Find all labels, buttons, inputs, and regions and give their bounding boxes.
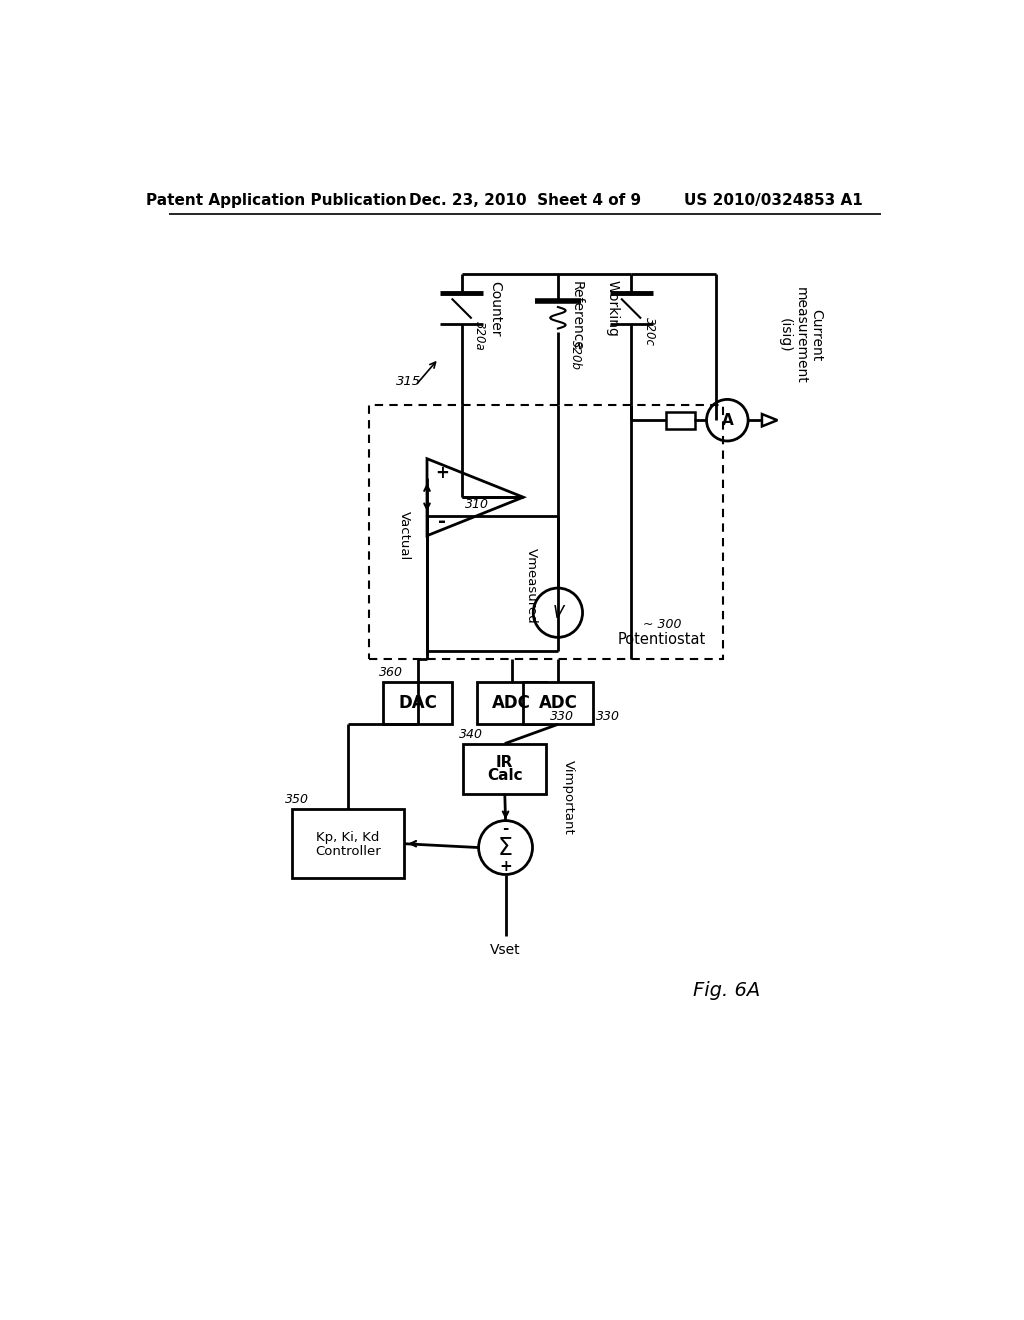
Bar: [370, 405, 724, 659]
Text: -: -: [438, 512, 446, 532]
Text: Calc: Calc: [487, 768, 522, 784]
Text: 320c: 320c: [643, 317, 655, 346]
Bar: [666, 412, 695, 429]
Text: 350: 350: [285, 793, 308, 807]
Bar: [383, 682, 453, 725]
Text: Vimportant: Vimportant: [562, 760, 574, 834]
Text: 330: 330: [550, 710, 574, 723]
Text: IR: IR: [496, 755, 513, 770]
Bar: [523, 682, 593, 725]
Bar: [477, 682, 547, 725]
Text: Dec. 23, 2010  Sheet 4 of 9: Dec. 23, 2010 Sheet 4 of 9: [409, 193, 641, 209]
Text: 360: 360: [379, 667, 403, 680]
Bar: [292, 809, 403, 878]
Text: Current
measurement
(isig): Current measurement (isig): [777, 288, 823, 384]
Text: 310: 310: [465, 499, 489, 511]
Text: Patent Application Publication: Patent Application Publication: [146, 193, 408, 209]
Text: Working: Working: [605, 280, 620, 337]
Text: ADC: ADC: [493, 694, 531, 711]
Text: Potentiostat: Potentiostat: [617, 632, 706, 647]
Text: Fig. 6A: Fig. 6A: [692, 981, 760, 999]
Text: ~ 300: ~ 300: [643, 618, 681, 631]
Text: Vmeasured: Vmeasured: [524, 548, 538, 623]
Text: Counter: Counter: [488, 281, 503, 337]
Text: ADC: ADC: [539, 694, 578, 711]
Text: -: -: [503, 821, 509, 836]
Text: 330: 330: [596, 710, 621, 723]
Bar: [463, 743, 547, 793]
Text: Vactual: Vactual: [397, 511, 411, 560]
Text: Σ: Σ: [498, 836, 513, 859]
Text: 340: 340: [460, 727, 483, 741]
Circle shape: [478, 821, 532, 875]
Circle shape: [534, 589, 583, 638]
Text: V: V: [552, 603, 563, 622]
Text: A: A: [722, 413, 733, 428]
Text: Kp, Ki, Kd: Kp, Ki, Kd: [316, 832, 379, 843]
Polygon shape: [427, 459, 523, 536]
Text: US 2010/0324853 A1: US 2010/0324853 A1: [684, 193, 863, 209]
Text: 320b: 320b: [569, 339, 583, 370]
Text: 320a: 320a: [473, 321, 486, 350]
Text: Vset: Vset: [490, 942, 521, 957]
Text: 315: 315: [396, 375, 421, 388]
Text: Controller: Controller: [314, 845, 381, 858]
Text: DAC: DAC: [398, 694, 437, 711]
Circle shape: [707, 400, 749, 441]
Text: +: +: [435, 463, 450, 482]
Text: +: +: [499, 859, 512, 874]
Text: Reference: Reference: [569, 281, 584, 351]
